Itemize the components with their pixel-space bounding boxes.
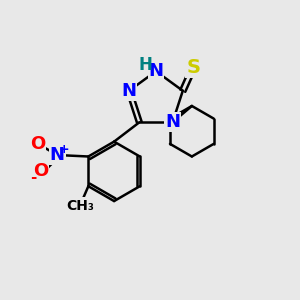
- Text: N: N: [122, 82, 136, 100]
- Text: S: S: [186, 58, 200, 77]
- Text: H: H: [139, 56, 152, 74]
- Text: O: O: [33, 162, 48, 180]
- Text: N: N: [50, 146, 64, 164]
- Text: +: +: [58, 143, 69, 156]
- Text: CH₃: CH₃: [66, 199, 94, 212]
- Text: N: N: [148, 62, 164, 80]
- Text: O: O: [30, 135, 45, 153]
- Text: N: N: [165, 113, 180, 131]
- Text: -: -: [31, 170, 37, 185]
